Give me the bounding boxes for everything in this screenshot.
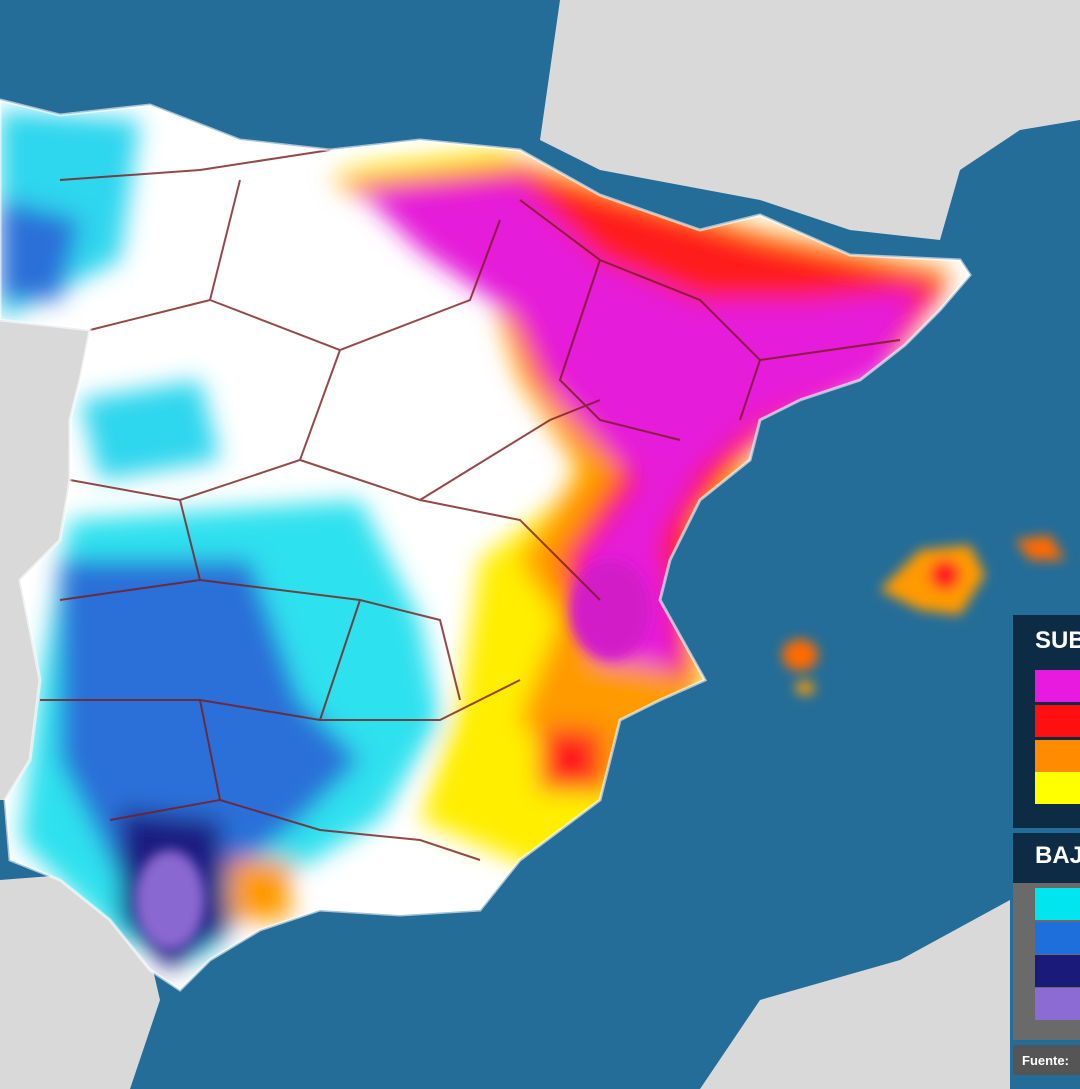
portugal-land — [0, 320, 90, 800]
legend-panel — [1013, 833, 1080, 883]
legend-swatch — [1035, 772, 1080, 804]
legend: SUB BAJ Fuente: — [1013, 615, 1080, 1075]
legend-swatch — [1035, 922, 1080, 954]
legend-swatch — [1035, 888, 1080, 920]
islands — [782, 535, 1065, 695]
legend-title: BAJ — [1035, 842, 1080, 869]
source-bar — [1013, 1045, 1080, 1075]
legend-title: SUB — [1035, 627, 1080, 654]
legend-swatch — [1035, 670, 1080, 702]
africa-land — [700, 900, 1010, 1089]
source-text: Fuente: — [1022, 1053, 1069, 1068]
france-land — [540, 0, 1080, 240]
legend-swatch — [1035, 705, 1080, 737]
legend-swatch — [1035, 988, 1080, 1020]
legend-swatch — [1035, 955, 1080, 987]
province-borders — [40, 149, 901, 861]
legend-swatch — [1035, 740, 1080, 772]
